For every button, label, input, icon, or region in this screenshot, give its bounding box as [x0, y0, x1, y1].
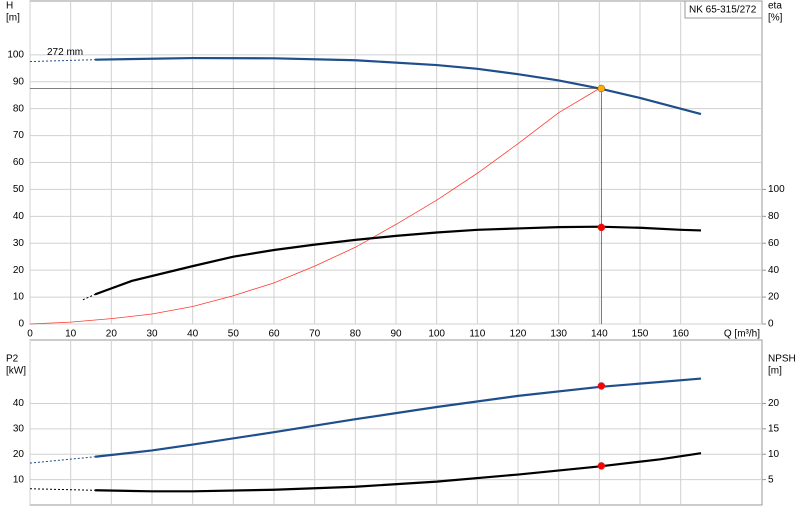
operating-point [597, 84, 606, 93]
y-tick-label: 40 [13, 398, 25, 409]
x-tick-label: 90 [390, 329, 402, 340]
y2-tick-label: 15 [768, 423, 780, 434]
y-tick-label: 80 [13, 103, 25, 114]
x-tick-label: 120 [510, 329, 527, 340]
y-tick-label: 20 [13, 265, 25, 276]
chart-title: NK 65-315/272 [689, 5, 757, 16]
y2-tick-label: 0 [768, 319, 774, 330]
y-tick-label: 10 [13, 474, 25, 485]
x-tick-label: 40 [187, 329, 199, 340]
y2-tick-label: 10 [768, 449, 780, 460]
y2-axis-unit: [%] [768, 13, 783, 24]
operating-point [597, 382, 606, 390]
y2-tick-label: 100 [768, 184, 785, 195]
y2-axis-unit: [m] [768, 366, 782, 377]
y2-axis-label: NPSH [768, 354, 796, 365]
curve [95, 452, 702, 493]
y-tick-label: 10 [13, 292, 25, 303]
x-tick-label: 10 [65, 329, 77, 340]
y-axis-unit: [kW] [6, 366, 26, 377]
y2-tick-label: 20 [768, 398, 780, 409]
x-tick-label: 160 [672, 329, 689, 340]
x-tick-label: 80 [350, 329, 362, 340]
y-tick-label: 90 [13, 76, 25, 87]
y-tick-label: 100 [7, 49, 24, 60]
operating-point [597, 223, 606, 232]
x-tick-label: 150 [632, 329, 649, 340]
curve [94, 225, 702, 296]
x-axis-label: Q [m³/h] [724, 329, 760, 340]
y-tick-label: 30 [13, 238, 25, 249]
x-tick-label: 50 [228, 329, 240, 340]
x-tick-label: 140 [591, 329, 608, 340]
y2-tick-label: 20 [768, 292, 780, 303]
title-box [684, 0, 763, 19]
curve [29, 488, 96, 491]
y-axis-label: P2 [6, 354, 19, 365]
y-tick-label: 70 [13, 130, 25, 141]
y2-tick-label: 60 [768, 238, 780, 249]
x-tick-label: 110 [469, 329, 485, 340]
y2-tick-label: 40 [768, 265, 780, 276]
y2-tick-label: 5 [768, 474, 774, 485]
y-tick-label: 60 [13, 157, 25, 168]
curve-label: 272 mm [47, 47, 83, 58]
curve [29, 456, 96, 464]
x-tick-label: 100 [428, 329, 445, 340]
y-axis-label: H [6, 1, 13, 12]
x-tick-label: 60 [268, 329, 280, 340]
y-tick-label: 40 [13, 211, 25, 222]
y-axis-unit: [m] [6, 13, 20, 24]
curve [29, 59, 96, 63]
x-tick-label: 0 [27, 329, 33, 340]
operating-point [597, 462, 606, 470]
x-tick-label: 70 [309, 329, 321, 340]
y-tick-label: 50 [13, 184, 25, 195]
curve [29, 88, 600, 325]
curve [95, 56, 702, 116]
y2-axis-label: eta [768, 1, 782, 12]
y-tick-label: 20 [13, 449, 25, 460]
x-tick-label: 30 [146, 329, 158, 340]
y2-tick-label: 80 [768, 211, 780, 222]
x-tick-label: 20 [106, 329, 118, 340]
y-tick-label: 0 [18, 319, 24, 330]
x-tick-label: 130 [550, 329, 567, 340]
curve [94, 377, 702, 458]
y-tick-label: 30 [13, 423, 25, 434]
